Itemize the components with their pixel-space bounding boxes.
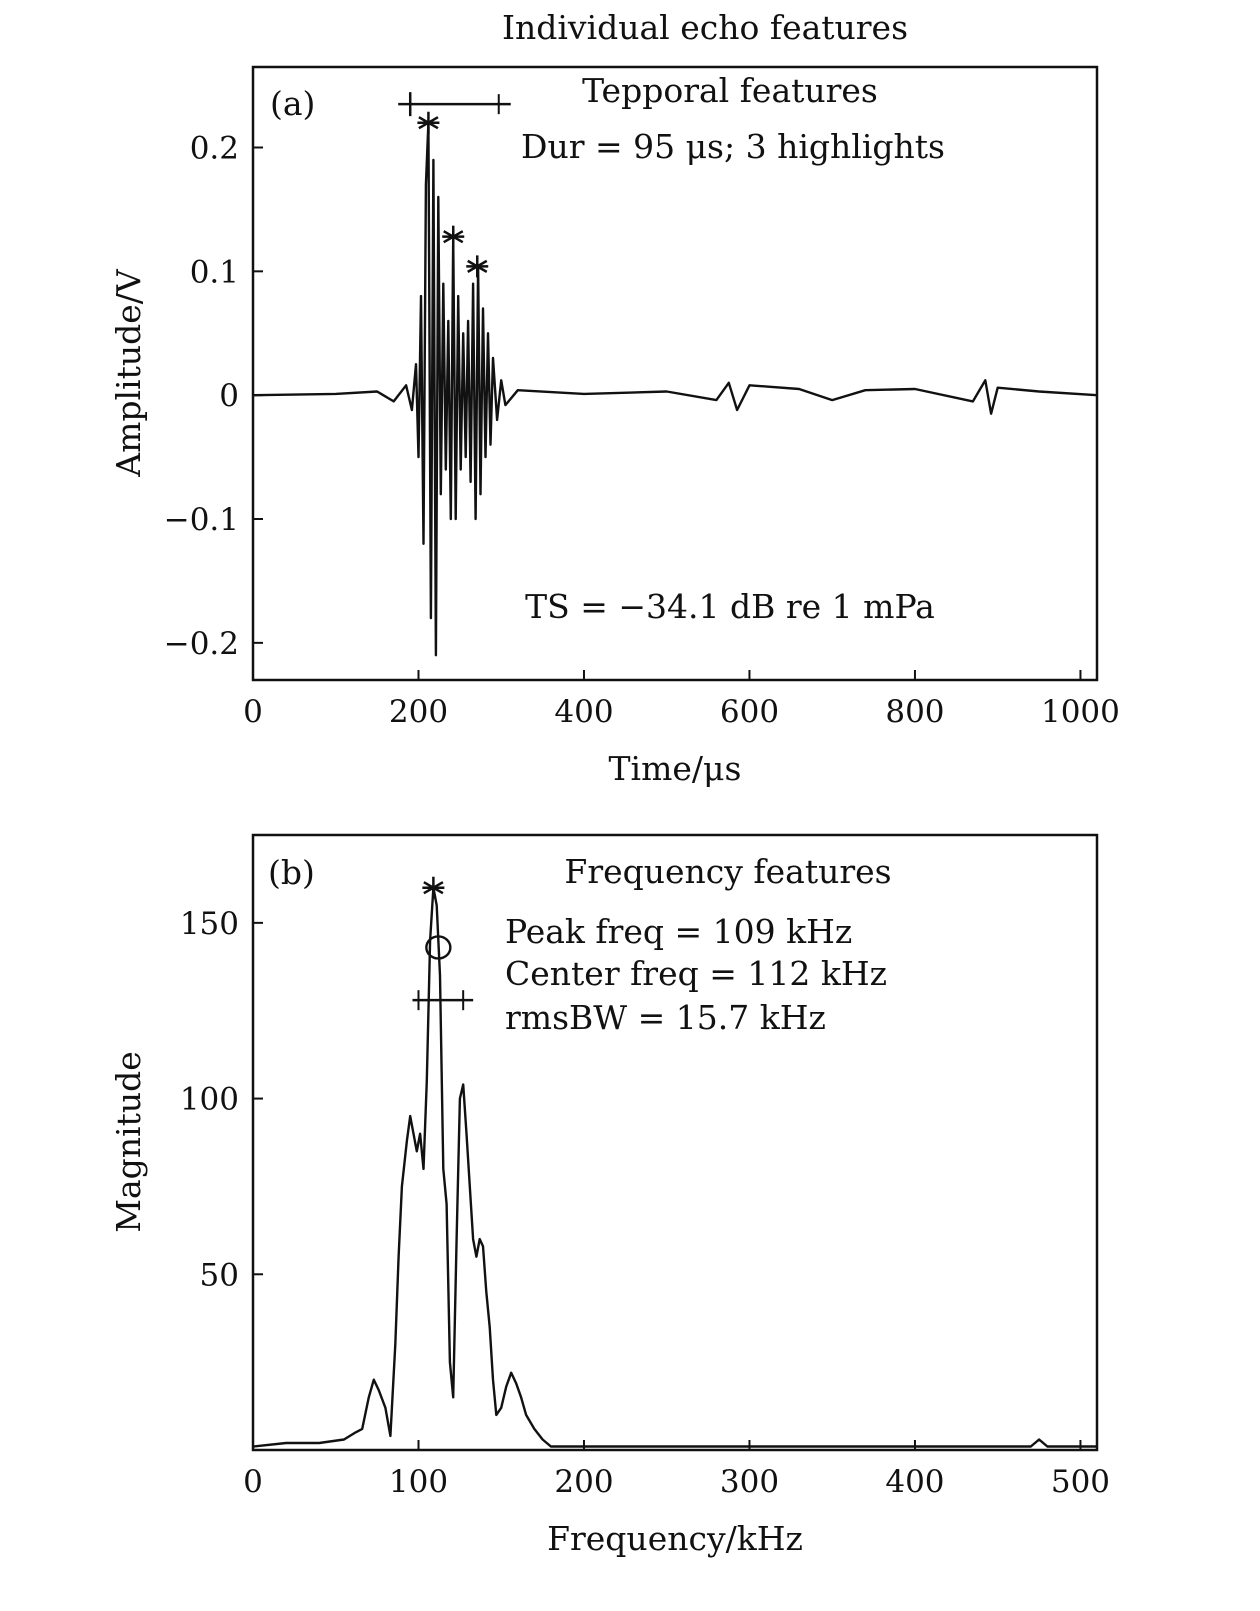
plot-frame bbox=[251, 65, 1099, 682]
x-axis-label: Frequency/kHz bbox=[547, 1519, 803, 1558]
x-tick-label: 600 bbox=[720, 694, 779, 730]
panel-title: Frequency features bbox=[564, 852, 891, 891]
center-marker bbox=[425, 935, 452, 960]
annotation: TS = −34.1 dB re 1 mPa bbox=[525, 587, 935, 626]
x-tick-label: 0 bbox=[243, 1464, 263, 1500]
y-tick-label: −0.2 bbox=[164, 626, 239, 662]
series-line-0 bbox=[252, 886, 1097, 1448]
x-tick-label: 400 bbox=[554, 694, 613, 730]
y-tick-label: 150 bbox=[180, 906, 239, 942]
highlight-marker bbox=[466, 255, 489, 278]
annotation: Center freq = 112 kHz bbox=[505, 954, 887, 993]
y-tick-label: −0.1 bbox=[164, 502, 239, 538]
highlight-marker bbox=[417, 111, 440, 134]
panel-label: (b) bbox=[268, 853, 315, 892]
y-tick-label: 50 bbox=[200, 1257, 239, 1293]
x-tick-label: 0 bbox=[243, 694, 263, 730]
x-tick-label: 100 bbox=[389, 1464, 448, 1500]
x-tick-label: 1000 bbox=[1041, 694, 1120, 730]
plot-frame bbox=[251, 833, 1099, 1452]
y-axis-label: Magnitude bbox=[109, 1051, 148, 1233]
annotation: Dur = 95 μs; 3 highlights bbox=[521, 127, 945, 166]
panel-b-frequency: 0 100 200 300 400 500 150 100 50 (b) Frequency fea… bbox=[109, 833, 1110, 1558]
x-tick-label: 200 bbox=[554, 1464, 613, 1500]
series-line-0 bbox=[252, 121, 1098, 657]
x-tick-label: 200 bbox=[389, 694, 448, 730]
y-tick-label: 0.1 bbox=[190, 254, 239, 290]
duration-bar bbox=[398, 92, 511, 117]
x-tick-label: 300 bbox=[720, 1464, 779, 1500]
annotation: rmsBW = 15.7 kHz bbox=[505, 998, 826, 1037]
annotation: Peak freq = 109 kHz bbox=[505, 912, 852, 951]
peak-marker bbox=[422, 876, 445, 899]
figure-title: Individual echo features bbox=[502, 8, 908, 47]
bandwidth-bar bbox=[412, 990, 474, 1011]
x-tick-label: 800 bbox=[885, 694, 944, 730]
y-tick-label: 0 bbox=[219, 378, 239, 414]
y-tick-label: 0.2 bbox=[190, 130, 239, 166]
y-axis-label: Amplitude/V bbox=[109, 268, 148, 478]
y-tick-label: 100 bbox=[180, 1082, 239, 1118]
x-tick-label: 500 bbox=[1051, 1464, 1110, 1500]
panel-label: (a) bbox=[270, 84, 315, 123]
panel-title: Tepporal features bbox=[582, 71, 878, 110]
x-tick-label: 400 bbox=[885, 1464, 944, 1500]
panel-a-temporal: 0 200 400 600 800 1000 0.2 0.1 0 −0.1 −0.2 (a) Teppo… bbox=[109, 65, 1120, 788]
highlight-marker bbox=[442, 225, 465, 248]
x-axis-label: Time/μs bbox=[609, 749, 742, 788]
